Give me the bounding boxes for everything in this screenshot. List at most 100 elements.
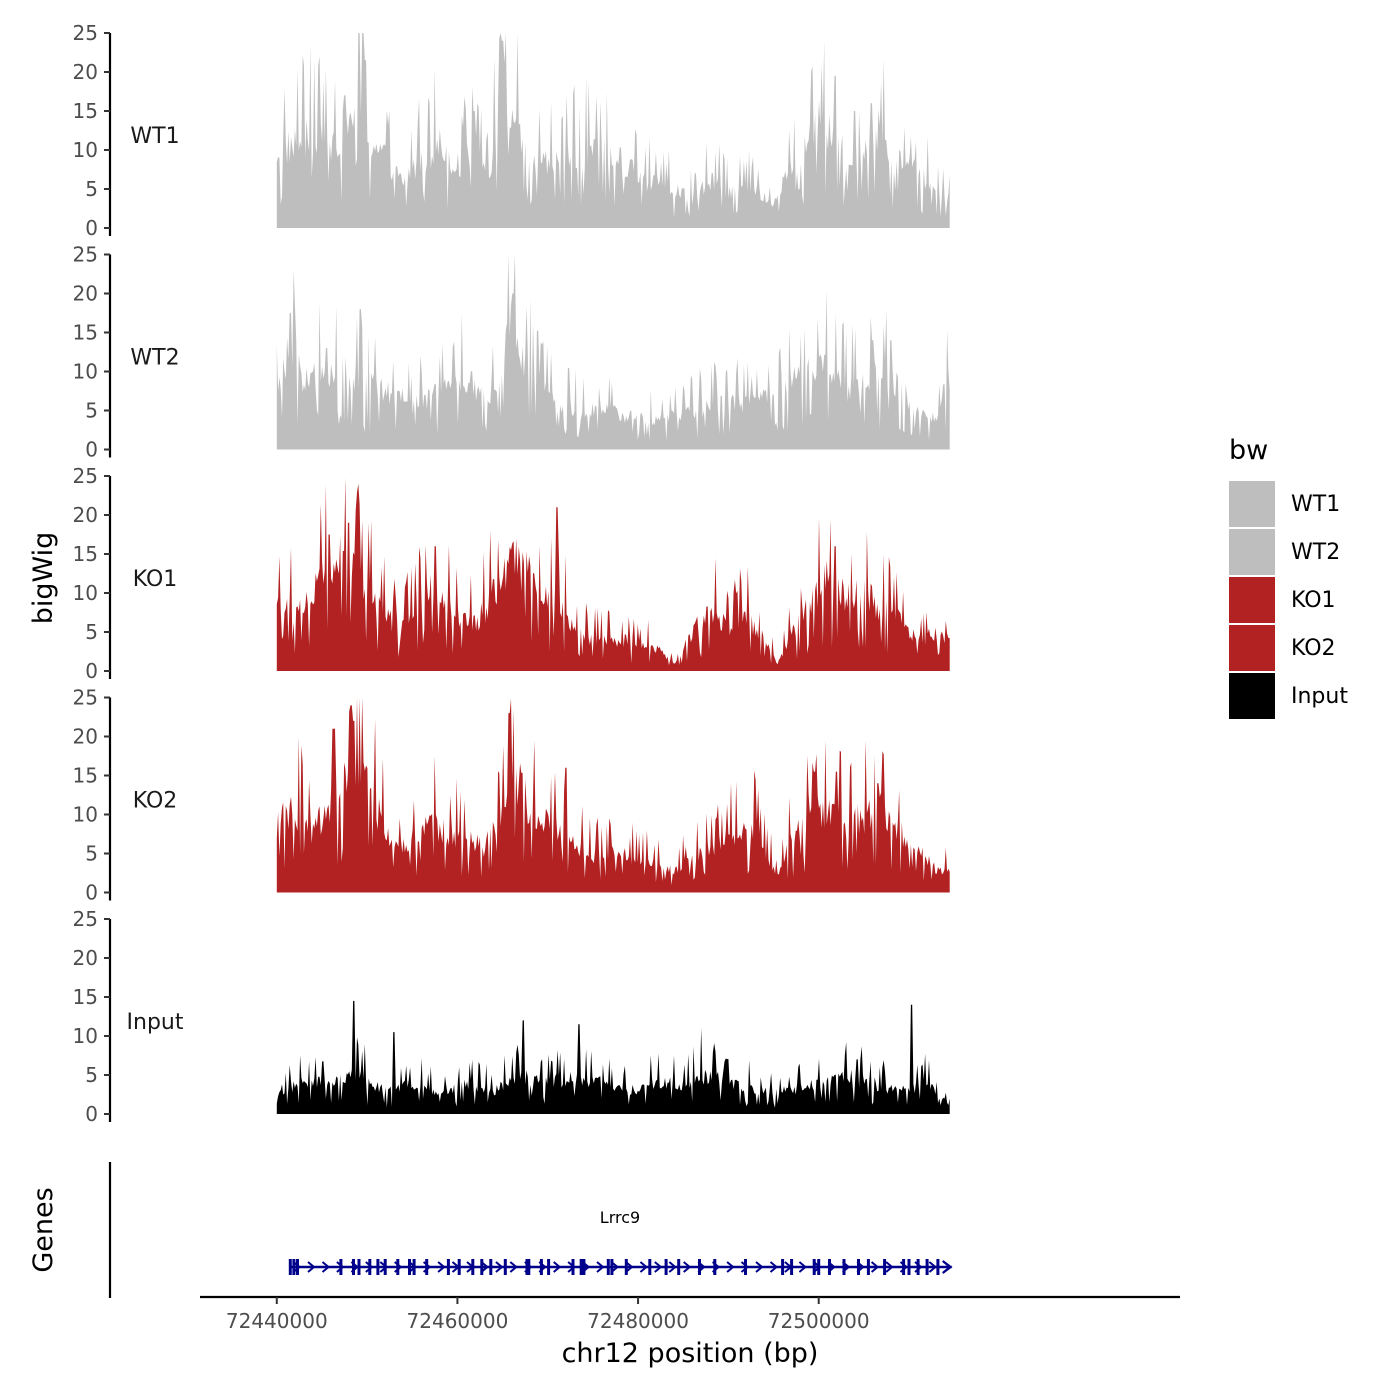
legend-swatch-ko1 — [1229, 577, 1275, 623]
strand-arrow — [292, 1261, 302, 1273]
y-tick-label: 20 — [73, 503, 98, 527]
exon — [539, 1259, 543, 1275]
exon — [396, 1259, 400, 1275]
y-tick-label: 10 — [73, 1024, 98, 1048]
strand-arrow — [726, 1261, 735, 1273]
legend-label-ko1: KO1 — [1291, 588, 1336, 613]
exon — [817, 1259, 821, 1275]
legend-swatch-input — [1229, 673, 1275, 719]
strand-arrow — [654, 1261, 663, 1273]
exon — [902, 1259, 906, 1275]
gene-label: Lrrc9 — [600, 1208, 640, 1227]
y-tick-label: 25 — [73, 21, 98, 45]
y-tick-label: 15 — [73, 985, 98, 1009]
coverage-area-input — [276, 1000, 950, 1114]
track-input: 0 5 10 15 20 25 Input — [73, 907, 950, 1126]
y-tick-label: 20 — [73, 60, 98, 84]
y-tick-label: 15 — [73, 542, 98, 566]
strand-arrow — [639, 1261, 648, 1273]
y-tick-label: 25 — [73, 686, 98, 710]
exon — [457, 1259, 461, 1275]
y-tick-label: 0 — [85, 659, 98, 683]
track-label: Input — [127, 1010, 184, 1035]
exon — [489, 1259, 493, 1275]
coverage-area-ko1 — [276, 477, 950, 671]
legend-swatch-wt1 — [1229, 481, 1275, 527]
strand-arrow — [610, 1261, 620, 1273]
strand-arrow — [336, 1261, 345, 1273]
exon — [503, 1259, 507, 1275]
y-tick-label: 5 — [85, 399, 98, 423]
exon — [624, 1259, 628, 1275]
gene-end-arrow — [942, 1260, 953, 1274]
legend: WT1 WT2 KO1 KO2 Input — [1229, 481, 1348, 719]
y-tick-label: 10 — [73, 360, 98, 384]
legend-title: bw — [1229, 435, 1268, 466]
strand-arrow — [307, 1261, 316, 1273]
track-label: WT1 — [130, 124, 179, 149]
exon — [525, 1259, 529, 1275]
exon — [677, 1259, 681, 1275]
x-tick-label: 72480000 — [587, 1309, 689, 1333]
y-tick-label: 10 — [73, 138, 98, 162]
strand-arrow — [365, 1261, 374, 1273]
exon — [610, 1259, 614, 1275]
track-wt1: 0 5 10 15 20 25 WT1 — [73, 21, 950, 240]
exon — [288, 1259, 292, 1275]
exon — [907, 1259, 911, 1275]
y-tick-label: 15 — [73, 321, 98, 345]
genes-axis-title: Genes — [28, 1187, 59, 1272]
track-label: KO2 — [133, 789, 178, 814]
track-ko2: 0 5 10 15 20 25 KO2 — [73, 686, 950, 905]
exon — [606, 1259, 610, 1275]
strand-arrow — [928, 1261, 937, 1273]
exon — [339, 1259, 343, 1275]
exon — [571, 1259, 575, 1275]
exon — [376, 1259, 380, 1275]
exon — [744, 1259, 747, 1275]
y-tick-label: 0 — [85, 216, 98, 240]
exon — [480, 1259, 484, 1275]
exon — [352, 1259, 355, 1275]
strand-arrow — [798, 1261, 807, 1273]
legend-label-ko2: KO2 — [1291, 636, 1336, 661]
genes-panel: Lrrc9 — [108, 1162, 953, 1298]
y-tick-label: 0 — [85, 881, 98, 905]
y-tick-label: 25 — [73, 907, 98, 931]
x-tick-label: 72440000 — [226, 1309, 328, 1333]
track-wt2: 0 5 10 15 20 25 WT2 — [73, 243, 950, 462]
strand-arrow — [321, 1261, 331, 1273]
exon — [547, 1259, 551, 1275]
exon — [579, 1259, 583, 1275]
strand-arrow — [683, 1261, 692, 1273]
strand-arrow — [437, 1261, 446, 1273]
strand-arrow — [509, 1261, 518, 1273]
y-tick-label: 15 — [73, 764, 98, 788]
y-tick-label: 20 — [73, 725, 98, 749]
y-tick-label: 5 — [85, 620, 98, 644]
exon — [408, 1259, 411, 1275]
strand-arrow — [740, 1261, 750, 1273]
y-tick-label: 0 — [85, 438, 98, 462]
exon — [292, 1259, 296, 1275]
exon — [698, 1259, 701, 1275]
exon — [857, 1259, 860, 1275]
strand-arrow — [870, 1261, 880, 1273]
strand-arrow — [885, 1261, 894, 1273]
x-tick-label: 72500000 — [768, 1309, 870, 1333]
exon — [828, 1259, 831, 1275]
x-tick-label: 72460000 — [407, 1309, 509, 1333]
track-ko1: 0 5 10 15 20 25 KO1 — [73, 464, 950, 683]
exon — [713, 1259, 717, 1275]
exon — [936, 1259, 940, 1275]
exon — [925, 1259, 929, 1275]
strand-arrow — [553, 1261, 562, 1273]
strand-arrow — [625, 1261, 634, 1273]
legend-label-wt2: WT2 — [1291, 540, 1340, 565]
exon — [527, 1259, 531, 1275]
legend-label-input: Input — [1291, 684, 1348, 709]
coverage-area-wt1 — [276, 33, 950, 228]
y-tick-label: 5 — [85, 1063, 98, 1087]
exon — [883, 1259, 887, 1275]
